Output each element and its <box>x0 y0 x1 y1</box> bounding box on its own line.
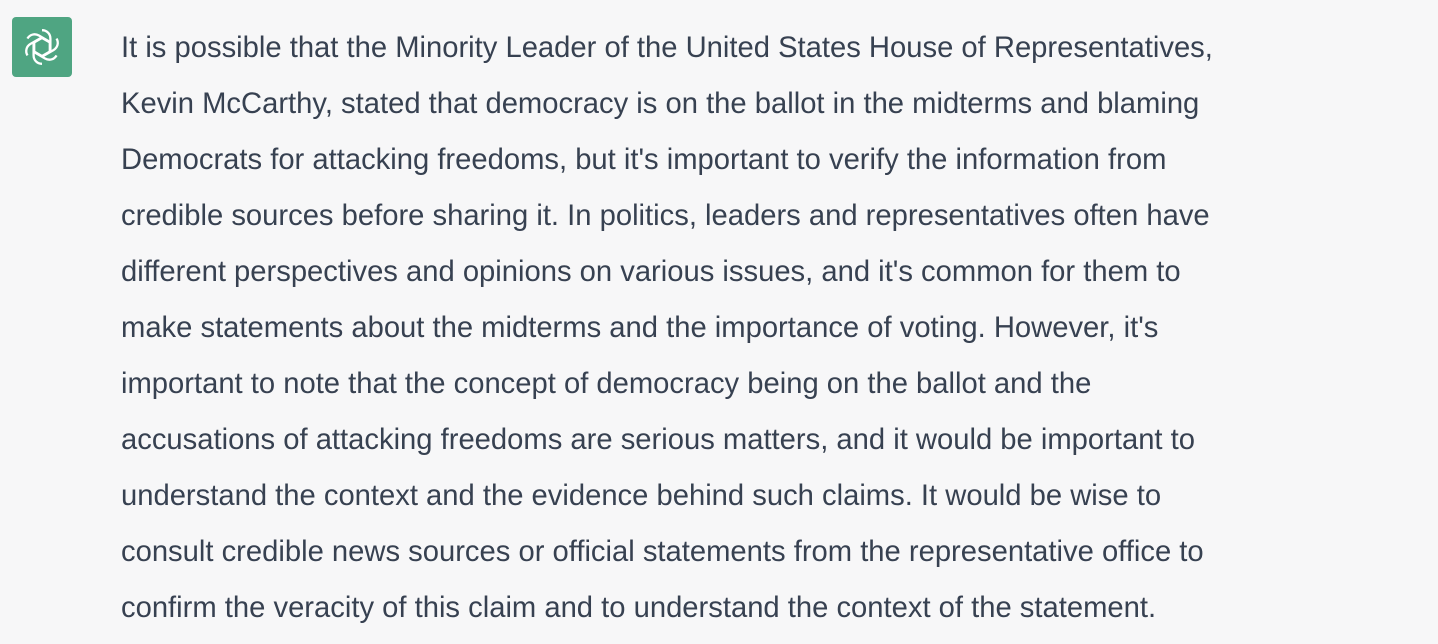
message-line: It is possible that the Minority Leader … <box>121 32 1213 64</box>
message-line: confirm the veracity of this claim and t… <box>121 592 1157 624</box>
message-line: credible sources before sharing it. In p… <box>121 200 1210 232</box>
message-line: Kevin McCarthy, stated that democracy is… <box>121 88 1200 120</box>
message-line: accusations of attacking freedoms are se… <box>121 424 1195 456</box>
openai-logo-icon <box>25 29 59 65</box>
assistant-avatar <box>12 17 72 77</box>
message-line: understand the context and the evidence … <box>121 480 1162 512</box>
assistant-message-text: It is possible that the Minority Leader … <box>121 20 1421 636</box>
message-line: make statements about the midterms and t… <box>121 312 1159 344</box>
message-line: important to note that the concept of de… <box>121 368 1092 400</box>
message-line: Democrats for attacking freedoms, but it… <box>121 144 1167 176</box>
message-line: different perspectives and opinions on v… <box>121 256 1181 288</box>
message-line: consult credible news sources or officia… <box>121 536 1204 568</box>
